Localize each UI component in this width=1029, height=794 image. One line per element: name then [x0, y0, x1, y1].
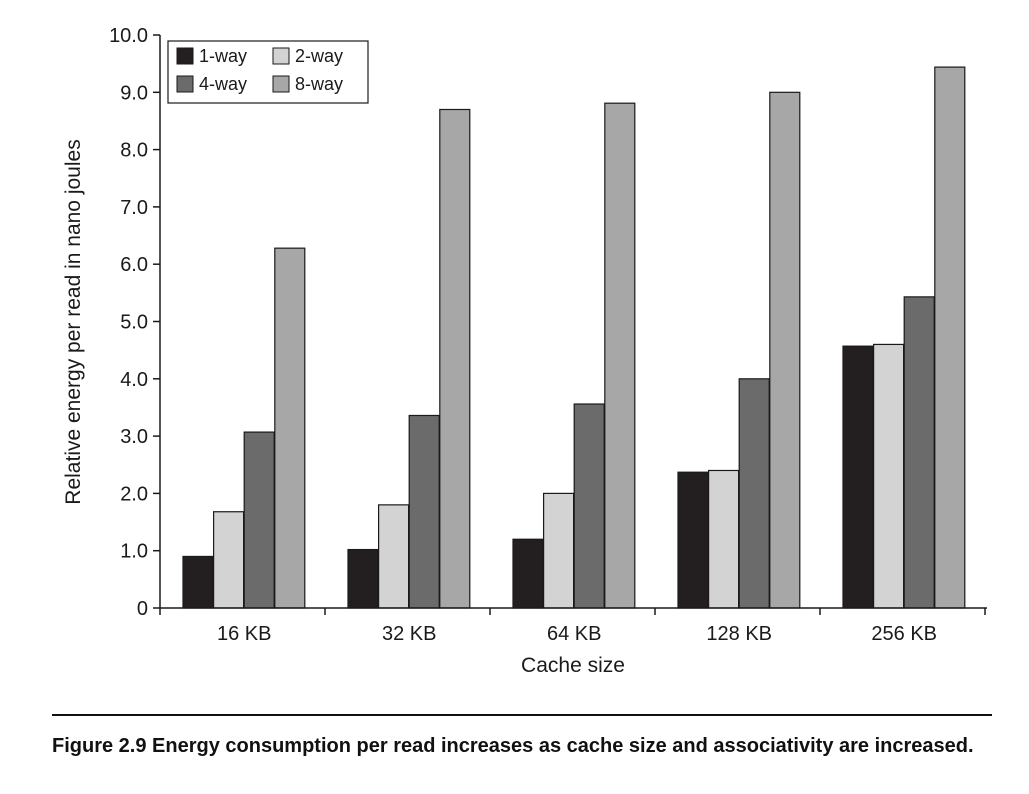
legend-label-2-way: 2-way	[295, 46, 343, 66]
x-ticks-group: 16 KB 32 KB 64 KB 128 KB 256 KB	[159, 608, 986, 645]
bar-8-way-256kb	[934, 66, 966, 609]
bar-4-way-32kb	[408, 414, 440, 609]
legend-swatch-1-way	[176, 47, 194, 65]
legend-box	[167, 40, 369, 104]
y-tick-label: 9.0	[120, 82, 148, 104]
legend-label-4-way: 4-way	[199, 74, 247, 94]
legend-swatch-2-way	[272, 47, 290, 65]
bar-4-way-128kb	[738, 378, 770, 609]
legend-label-1-way: 1-way	[199, 46, 247, 66]
bar-2-way-128kb	[707, 469, 740, 609]
bar-2-way-256kb	[872, 343, 905, 609]
caption-label: Figure 2.9	[52, 735, 147, 757]
legend-swatch-4-way	[176, 75, 194, 93]
y-tick-label: 10.0	[109, 25, 148, 47]
bar-4-way-16kb	[243, 431, 275, 609]
y-ticks-group: 0 1.0 2.0 3.0 4.0 5.0 6.0 7.0 8.0 9.0 10.0	[109, 25, 160, 620]
bar-4-way-256kb	[903, 296, 935, 609]
bar-1-way-64kb	[512, 538, 544, 609]
bar-8-way-16kb	[274, 247, 306, 609]
legend-swatch-8-way	[272, 75, 290, 93]
bar-8-way-32kb	[439, 108, 471, 609]
y-tick-label: 3.0	[120, 426, 148, 448]
bar-1-way-16kb	[182, 555, 214, 609]
x-tick-label: 128 KB	[706, 623, 772, 645]
x-tick-label: 256 KB	[871, 623, 937, 645]
y-tick-label: 8.0	[120, 140, 148, 162]
y-tick-label: 1.0	[120, 541, 148, 563]
bar-4-way-64kb	[573, 403, 605, 609]
caption-text: Energy consumption per read increases as…	[152, 735, 974, 757]
bar-1-way-128kb	[677, 471, 709, 609]
y-tick-label: 0	[137, 598, 148, 620]
figure-caption: Figure 2.9 Energy consumption per read i…	[52, 731, 992, 761]
bar-2-way-64kb	[542, 492, 575, 609]
bar-1-way-256kb	[842, 345, 874, 609]
y-tick-label: 2.0	[120, 483, 148, 505]
y-tick-label: 7.0	[120, 197, 148, 219]
x-tick-label: 64 KB	[547, 623, 601, 645]
bars-group	[182, 66, 966, 609]
x-tick-label: 16 KB	[217, 623, 271, 645]
bar-chart: 0 1.0 2.0 3.0 4.0 5.0 6.0 7.0 8.0 9.0 10.0 16 KB 32…	[62, 25, 987, 677]
bar-8-way-64kb	[604, 102, 636, 609]
x-tick-label: 32 KB	[382, 623, 436, 645]
legend: 1-way 2-way 4-way 8-way	[167, 40, 369, 104]
y-tick-label: 5.0	[120, 312, 148, 334]
caption-rule	[52, 714, 992, 716]
bar-1-way-32kb	[347, 548, 379, 609]
legend-label-8-way: 8-way	[295, 74, 343, 94]
x-axis-title: Cache size	[521, 654, 625, 677]
bar-2-way-16kb	[213, 511, 245, 609]
y-tick-label: 6.0	[120, 254, 148, 276]
bar-2-way-32kb	[378, 504, 410, 609]
y-tick-label: 4.0	[120, 369, 148, 391]
bar-8-way-128kb	[769, 91, 801, 609]
y-axis-title: Relative energy per read in nano joules	[62, 139, 85, 504]
